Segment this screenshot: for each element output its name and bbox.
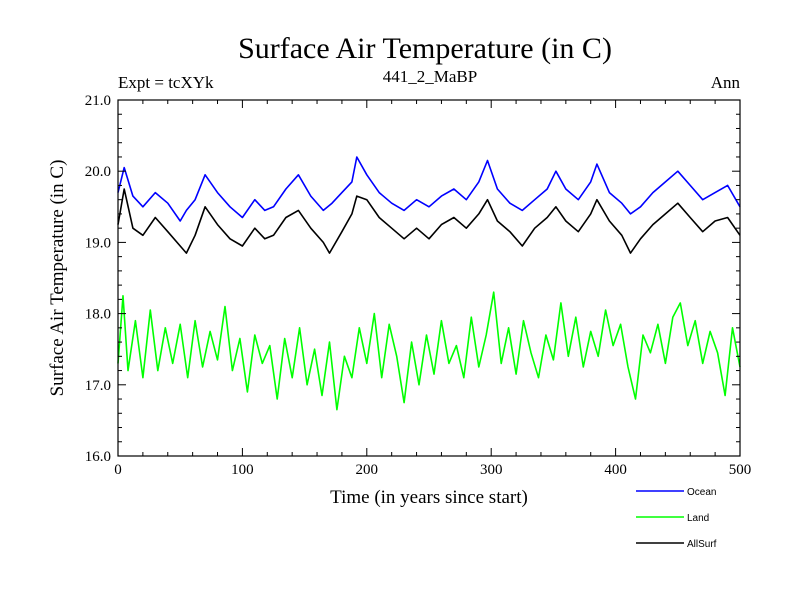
y-tick-label: 16.0 [85,449,111,465]
chart-title: Surface Air Temperature (in C) [238,32,612,65]
y-tick-label: 19.0 [85,235,111,251]
plot-frame [117,99,741,457]
experiment-label: Expt = tcXYk [118,73,214,92]
y-tick-label: 21.0 [85,93,111,109]
y-tick-label: 17.0 [85,378,111,394]
season-label: Ann [711,73,741,92]
series-line-land [117,291,741,411]
legend-label-ocean: Ocean [687,487,716,498]
y-axis-label: Surface Air Temperature (in C) [47,160,68,397]
x-axis-label: Time (in years since start) [330,487,528,508]
legend-label-land: Land [687,513,709,524]
series-line-ocean [117,156,741,222]
y-tick-label: 20.0 [85,164,111,180]
plot-area: 0 100 200 300 400 500 16.0 17.0 18.0 19.0 20.0 21.0 [85,93,752,478]
series-line-allsurf [117,188,741,254]
x-tick-label: 500 [729,462,752,478]
x-tick-label: 300 [480,462,503,478]
x-tick-label: 100 [231,462,254,478]
x-tick-label: 200 [356,462,379,478]
legend: Ocean Land AllSurf [636,487,717,550]
x-tick-label: 0 [114,462,122,478]
legend-label-allsurf: AllSurf [687,539,717,550]
x-tick-label: 400 [604,462,627,478]
chart-subtitle: 441_2_MaBP [383,67,477,86]
y-tick-label: 18.0 [85,307,111,323]
